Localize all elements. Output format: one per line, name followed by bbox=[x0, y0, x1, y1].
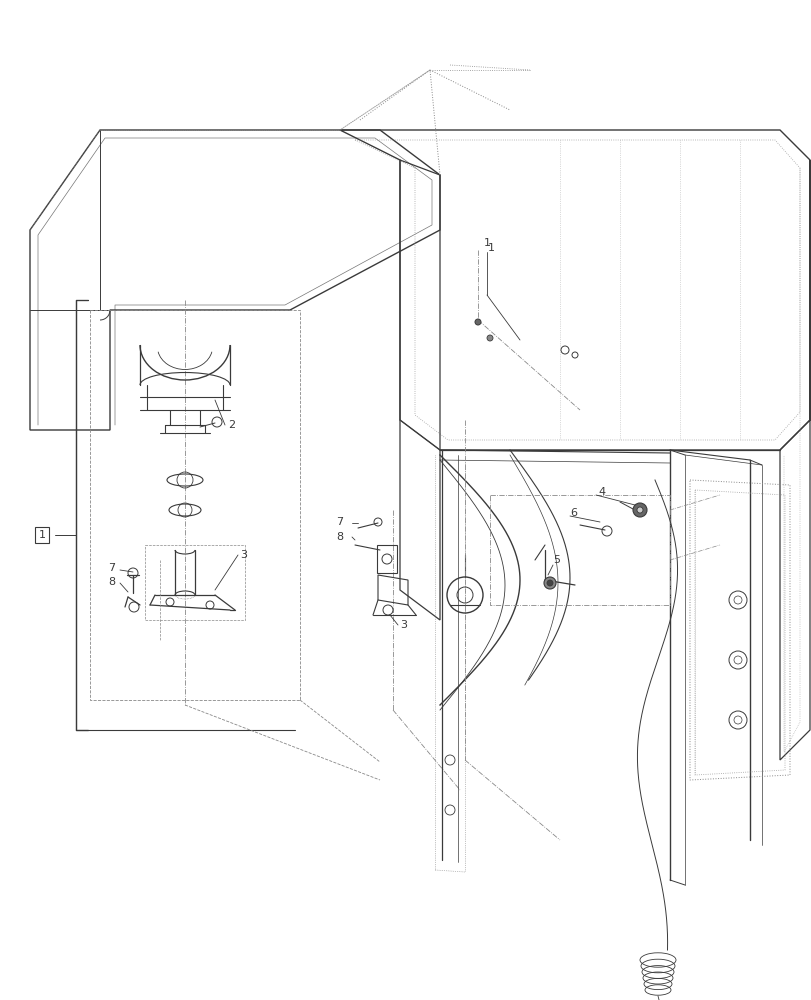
Circle shape bbox=[636, 507, 642, 513]
Text: 4: 4 bbox=[597, 487, 604, 497]
Circle shape bbox=[633, 503, 646, 517]
Circle shape bbox=[487, 335, 492, 341]
Circle shape bbox=[474, 319, 480, 325]
Text: 2: 2 bbox=[228, 420, 235, 430]
Text: 6: 6 bbox=[569, 508, 577, 518]
Text: 5: 5 bbox=[552, 555, 560, 565]
Circle shape bbox=[547, 580, 552, 586]
Text: 1: 1 bbox=[483, 238, 490, 248]
Bar bbox=[145, 545, 245, 620]
Text: 8: 8 bbox=[108, 577, 115, 587]
Text: 1: 1 bbox=[487, 243, 495, 253]
Text: 8: 8 bbox=[336, 532, 343, 542]
Bar bbox=[90, 310, 299, 700]
Text: 3: 3 bbox=[400, 620, 406, 630]
Text: 7: 7 bbox=[336, 517, 343, 527]
Bar bbox=[376, 545, 397, 573]
Text: 3: 3 bbox=[240, 550, 247, 560]
Text: 1: 1 bbox=[38, 530, 45, 540]
Circle shape bbox=[543, 577, 556, 589]
Text: 7: 7 bbox=[108, 563, 115, 573]
